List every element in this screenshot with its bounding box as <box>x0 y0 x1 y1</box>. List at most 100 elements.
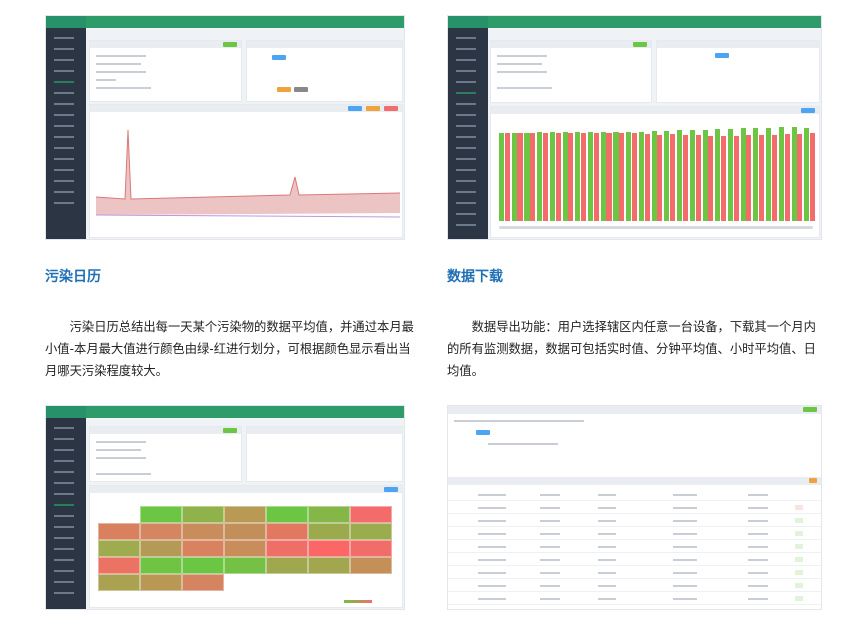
history-chart-panel <box>89 104 403 238</box>
bar-chart-panel <box>490 106 820 238</box>
bar-red <box>619 133 625 221</box>
screenshot-data-download <box>447 405 822 610</box>
bar-green <box>588 132 594 221</box>
calendar-day-cell[interactable] <box>224 523 266 540</box>
calendar-day-cell[interactable] <box>140 574 182 591</box>
bar-red <box>810 133 816 221</box>
bar-green <box>549 131 555 221</box>
query-panel <box>246 40 403 102</box>
calendar-day-cell[interactable] <box>140 506 182 523</box>
bar-green <box>664 130 670 221</box>
bar-red <box>657 134 663 221</box>
calendar-legend-gradient <box>344 600 372 603</box>
calendar-day-cell[interactable] <box>350 523 392 540</box>
calendar-day-cell[interactable] <box>182 540 224 557</box>
bar-red <box>606 133 612 221</box>
table-row[interactable] <box>448 592 821 605</box>
screenshot-history-data <box>45 15 405 240</box>
bar-green <box>562 131 568 221</box>
sidebar <box>46 28 86 239</box>
table-row[interactable] <box>448 514 821 527</box>
bar-red <box>733 135 739 221</box>
bar-green <box>791 127 797 221</box>
calendar-day-cell[interactable] <box>266 523 308 540</box>
bar-red <box>720 136 727 221</box>
calendar-day-cell[interactable] <box>98 523 140 540</box>
app-logo <box>46 16 86 28</box>
status-badge <box>795 544 803 549</box>
status-badge <box>795 505 803 510</box>
table-row[interactable] <box>448 579 821 592</box>
section-title-download: 数据下载 <box>447 269 503 285</box>
table-row[interactable] <box>448 527 821 540</box>
calendar-day-cell[interactable] <box>224 540 266 557</box>
status-badge <box>795 583 803 588</box>
bar-green <box>804 127 810 221</box>
bar-green <box>753 127 759 221</box>
calendar-day-cell[interactable] <box>182 574 224 591</box>
status-badge <box>795 596 803 601</box>
section-title-calendar: 污染日历 <box>45 269 101 285</box>
bar-green <box>575 132 581 221</box>
history-line-chart <box>95 129 401 218</box>
calendar-day-cell[interactable] <box>182 557 224 574</box>
calendar-day-cell[interactable] <box>98 540 140 557</box>
calendar-day-cell[interactable] <box>266 540 308 557</box>
calendar-day-cell[interactable] <box>140 540 182 557</box>
bar-green <box>778 127 784 221</box>
bar-red <box>759 135 765 221</box>
calendar-day-cell[interactable] <box>182 506 224 523</box>
calendar-day-cell[interactable] <box>98 574 140 591</box>
bar-green <box>613 131 619 221</box>
calendar-day-cell[interactable] <box>350 506 392 523</box>
calendar-day-cell[interactable] <box>224 557 266 574</box>
table-row[interactable] <box>448 566 821 579</box>
calendar-day-cell[interactable] <box>140 523 182 540</box>
section-text-calendar: 污染日历总结出每一天某个污染物的数据平均值，并通过本月最小值-本月最大值进行颜色… <box>45 320 414 378</box>
calendar-panel <box>89 485 403 608</box>
calendar-day-cell[interactable] <box>308 540 350 557</box>
bar-red <box>593 133 599 221</box>
bar-red <box>631 133 637 221</box>
status-badge <box>795 570 803 575</box>
table-row[interactable] <box>448 501 821 514</box>
calendar-day-cell[interactable] <box>224 506 266 523</box>
bar-red <box>517 133 523 221</box>
bar-red <box>695 135 701 221</box>
bar-red <box>530 133 536 221</box>
bar-green <box>651 131 657 221</box>
calendar-day-cell[interactable] <box>140 557 182 574</box>
app-header <box>46 16 404 28</box>
status-badge <box>795 518 803 523</box>
calendar-day-cell[interactable] <box>182 523 224 540</box>
bar-red <box>644 134 650 221</box>
calendar-day-cell[interactable] <box>266 557 308 574</box>
bar-green <box>524 132 530 221</box>
section-text-download: 数据导出功能：用户选择辖区内任意一台设备，下载其一个月内的所有监测数据，数据可包… <box>447 320 816 378</box>
table-row[interactable] <box>448 540 821 553</box>
bar-red <box>555 133 561 221</box>
bar-red <box>746 135 752 221</box>
bar-red <box>784 134 790 221</box>
bar-green <box>638 131 644 221</box>
bar-green <box>677 129 683 221</box>
calendar-day-cell[interactable] <box>266 506 308 523</box>
calendar-day-cell[interactable] <box>308 557 350 574</box>
bar-red <box>504 133 510 221</box>
screenshot-pollution-calendar <box>45 405 405 610</box>
bar-green <box>499 132 505 221</box>
bar-red <box>670 134 676 221</box>
bar-red <box>771 134 777 221</box>
calendar-day-cell[interactable] <box>350 557 392 574</box>
table-row[interactable] <box>448 553 821 566</box>
table-row[interactable] <box>448 488 821 501</box>
bar-green <box>715 129 721 221</box>
calendar-day-cell[interactable] <box>308 506 350 523</box>
bar-green <box>689 129 695 221</box>
calendar-day-cell[interactable] <box>308 523 350 540</box>
calendar-day-cell[interactable] <box>98 557 140 574</box>
bar-green <box>766 127 772 221</box>
bar-red <box>797 133 803 221</box>
chart-scrollbar[interactable] <box>499 226 813 229</box>
calendar-day-cell[interactable] <box>350 540 392 557</box>
